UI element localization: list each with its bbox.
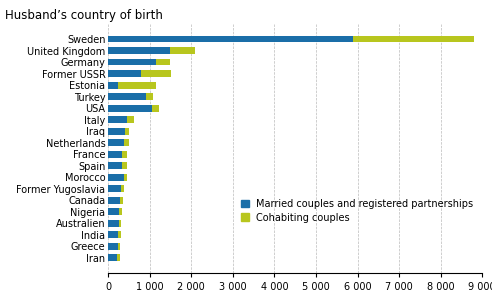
Bar [118, 255, 120, 261]
Bar [108, 220, 119, 227]
Bar [108, 243, 118, 250]
Bar [108, 116, 126, 123]
Bar [108, 58, 156, 65]
Bar [108, 128, 125, 135]
Bar [108, 185, 121, 192]
Bar [108, 255, 118, 261]
Text: Husband’s country of birth: Husband’s country of birth [5, 9, 163, 22]
Bar [108, 208, 119, 215]
Bar [108, 82, 118, 88]
Bar [108, 93, 146, 100]
Bar [119, 220, 122, 227]
Bar [108, 139, 124, 146]
Bar [146, 93, 153, 100]
Bar [108, 162, 123, 169]
Bar [141, 70, 171, 77]
Bar [108, 35, 353, 42]
Bar [124, 139, 128, 146]
Bar [156, 58, 170, 65]
Bar [152, 105, 159, 112]
Bar [108, 105, 152, 112]
Legend: Married couples and registered partnerships, Cohabiting couples: Married couples and registered partnersh… [237, 195, 477, 226]
Bar [126, 116, 134, 123]
Bar [118, 243, 120, 250]
Bar [119, 208, 122, 215]
Bar [108, 197, 120, 204]
Bar [108, 47, 170, 54]
Bar [108, 151, 123, 158]
Bar [120, 197, 123, 204]
Bar [108, 70, 141, 77]
Bar [123, 174, 127, 181]
Bar [125, 128, 129, 135]
Bar [123, 162, 126, 169]
Bar [353, 35, 474, 42]
Bar [108, 231, 118, 238]
Bar [121, 185, 123, 192]
Bar [118, 82, 156, 88]
Bar [118, 231, 121, 238]
Bar [108, 174, 123, 181]
Bar [170, 47, 195, 54]
Bar [123, 151, 126, 158]
